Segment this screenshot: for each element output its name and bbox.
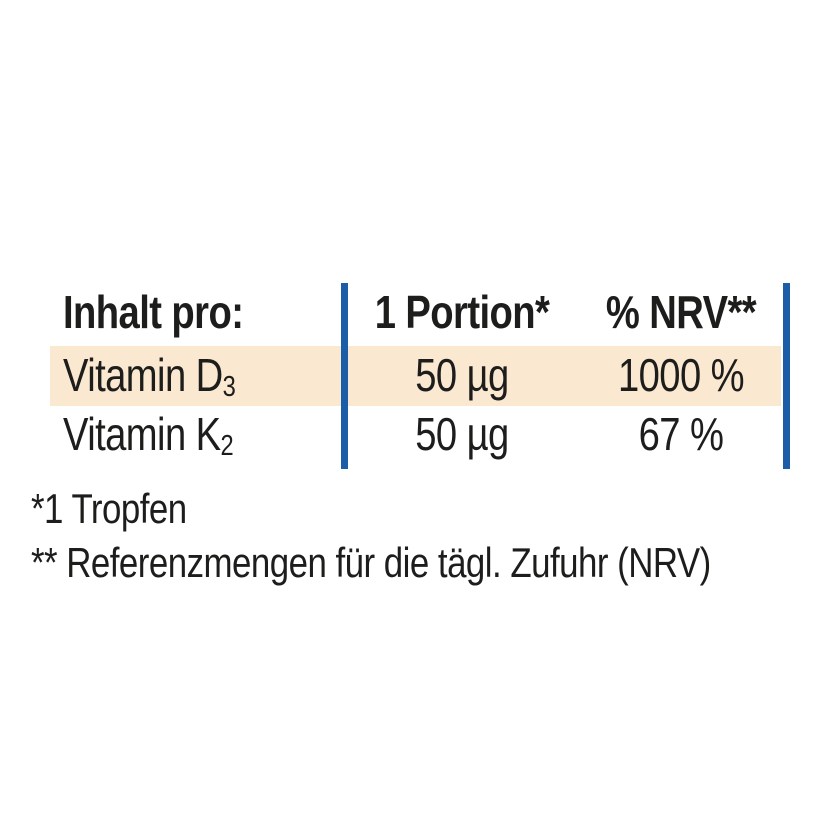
table-column-divider (341, 283, 348, 469)
row-vitamin-k2-label: Vitamin K2 (63, 408, 234, 460)
row-vitamin-d3-nrv-value: 1000 % (617, 349, 745, 401)
row-vitamin-k2-nrv-value: 67 % (638, 408, 724, 460)
row-vitamin-d3-label: Vitamin D3 (63, 349, 236, 401)
table-header-portion: 1 Portion* (374, 286, 550, 338)
table-header-nrv: % NRV** (605, 286, 757, 338)
row-vitamin-d3-portion-value: 50 µg (415, 349, 509, 401)
vitamin-d3-highlight-band (50, 346, 781, 406)
footnote-portion-definition: *1 Tropfen (31, 485, 187, 532)
row-vitamin-k2-portion-value: 50 µg (415, 408, 509, 460)
row-vitamin-k2-label-subscript: 2 (220, 429, 234, 462)
footnote-nrv-definition: ** Referenzmengen für die tägl. Zufuhr (… (31, 539, 711, 586)
table-header-inhalt-pro: Inhalt pro: (63, 286, 244, 338)
row-vitamin-k2-label-base: Vitamin K (63, 408, 221, 460)
row-vitamin-d3-label-subscript: 3 (222, 370, 236, 403)
table-right-border (783, 283, 790, 469)
row-vitamin-d3-label-base: Vitamin D (63, 349, 223, 401)
